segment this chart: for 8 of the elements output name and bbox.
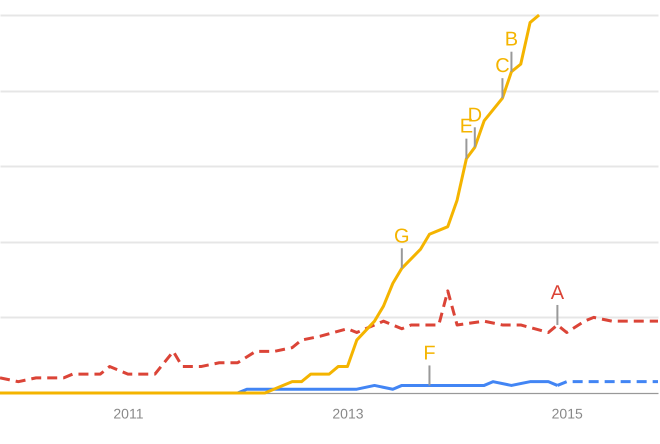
annotation: A — [550, 282, 565, 304]
x-tick-label: 2011 — [113, 406, 144, 422]
annotation: G — [394, 225, 410, 248]
x-tick-label: 2013 — [332, 406, 364, 422]
annotation: B — [504, 28, 518, 51]
annotation: F — [423, 342, 436, 364]
x-tick-label: 2015 — [552, 406, 583, 422]
annotation: C — [495, 55, 510, 78]
